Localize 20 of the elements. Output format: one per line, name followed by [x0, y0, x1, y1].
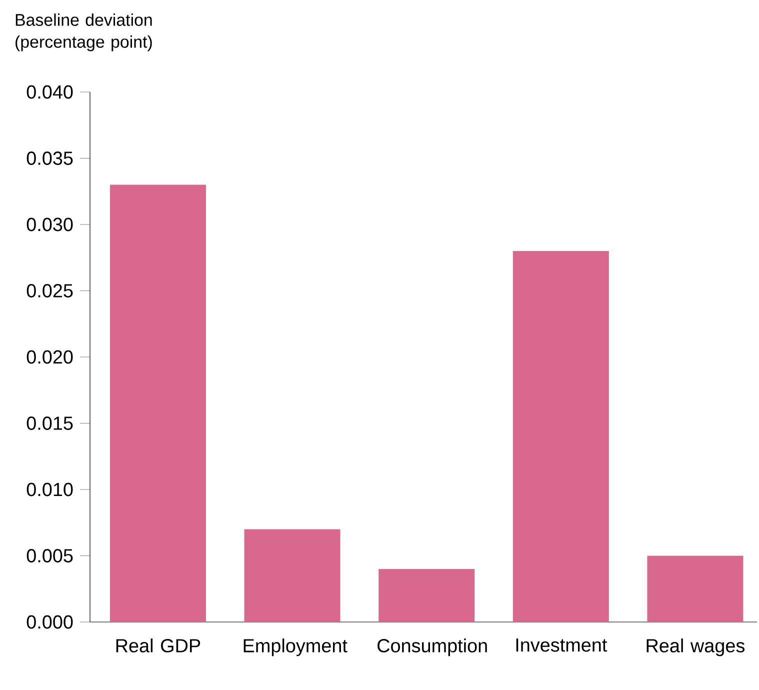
bar — [110, 184, 206, 622]
y-tick-label: 0.015 — [26, 416, 73, 430]
x-tick-label: Employment — [244, 638, 348, 656]
x-tick-label: Consumption — [378, 638, 487, 656]
bar — [244, 529, 340, 622]
y-tick-label: 0.010 — [26, 482, 73, 496]
bar — [378, 569, 475, 622]
x-tick-label: Real GDP — [116, 638, 200, 652]
y-tick-label: 0.035 — [26, 152, 73, 165]
x-tick-label: Real wages — [646, 638, 744, 656]
y-tick-label: 0.005 — [26, 549, 73, 562]
y-axis-title: Baseline deviation (percentage point) — [16, 14, 152, 52]
bar — [647, 556, 744, 622]
y-tick-label: 0.040 — [26, 85, 73, 99]
y-tick-label: 0.000 — [26, 615, 73, 629]
y-tick-label: 0.025 — [26, 284, 73, 298]
bar — [512, 250, 609, 622]
y-tick-label: 0.020 — [26, 350, 73, 364]
x-tick-label: Investment — [516, 638, 608, 652]
y-tick-label: 0.030 — [26, 218, 73, 232]
